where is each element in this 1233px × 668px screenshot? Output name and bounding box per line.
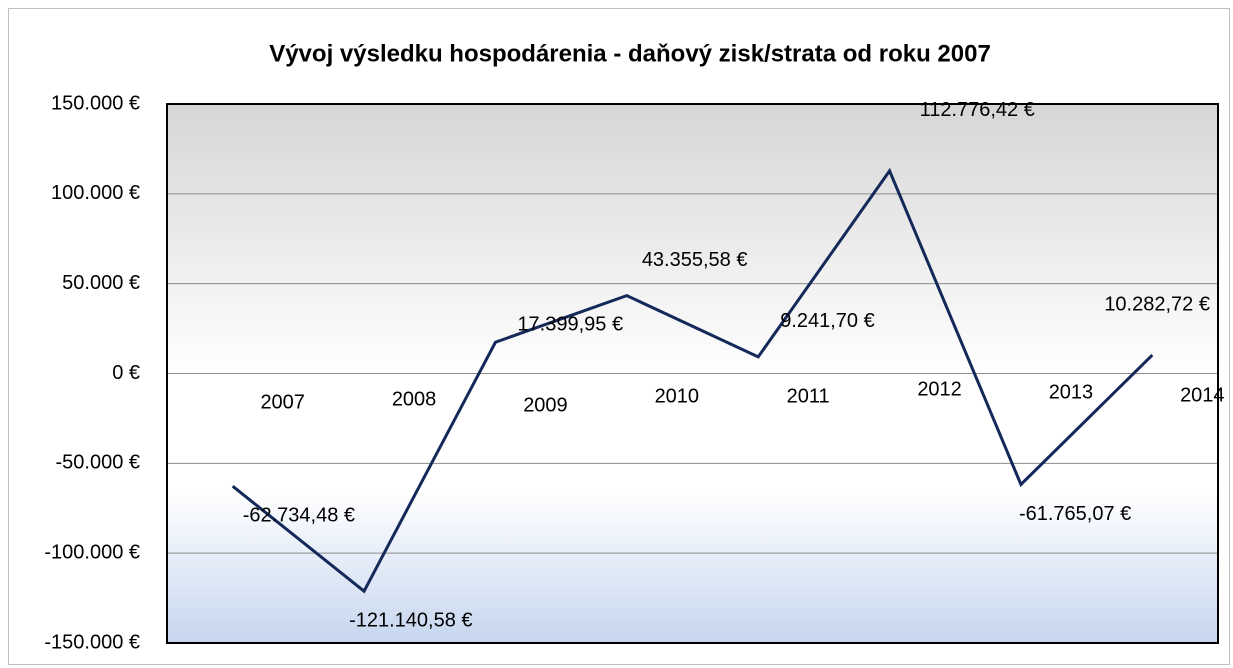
data-label: 9.241,70 € (780, 310, 875, 332)
data-label: -62.734,48 € (243, 504, 355, 526)
x-tick-label: 2009 (523, 394, 568, 416)
x-tick-label: 2011 (787, 385, 830, 407)
data-label: -61.765,07 € (1019, 503, 1131, 525)
y-tick-label: 150.000 € (51, 92, 140, 114)
x-tick-label: 2014 (1180, 384, 1225, 406)
x-tick-label: 2012 (917, 378, 962, 400)
data-line (231, 167, 1154, 594)
chart-title: Vývoj výsledku hospodárenia - daňový zis… (269, 40, 991, 67)
plot-border (166, 103, 1219, 644)
data-label: 112.776,42 € (920, 99, 1035, 121)
data-label: -121.140,58 € (349, 609, 472, 631)
y-tick-label: -100.000 € (44, 541, 140, 563)
y-tick-label: 100.000 € (51, 182, 140, 204)
y-tick-label: -50.000 € (55, 452, 140, 474)
data-label: 10.282,72 € (1104, 293, 1210, 315)
x-tick-label: 2013 (1049, 381, 1094, 403)
data-label: 43.355,58 € (642, 249, 748, 271)
y-tick-label: 50.000 € (62, 272, 140, 294)
x-tick-label: 2008 (392, 388, 437, 410)
data-label: 17.399,95 € (517, 314, 623, 336)
y-tick-label: -150.000 € (44, 631, 140, 653)
x-tick-label: 2010 (655, 385, 700, 407)
y-tick-label: 0 € (112, 362, 140, 384)
x-tick-label: 2007 (260, 391, 305, 413)
